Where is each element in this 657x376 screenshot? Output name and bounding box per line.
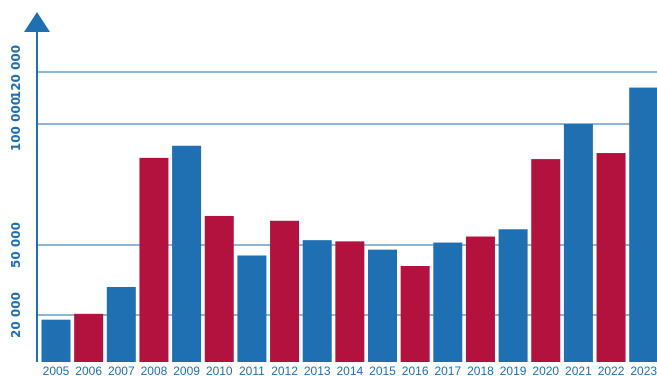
bar-2015 bbox=[368, 249, 397, 362]
x-tick-label: 2015 bbox=[369, 364, 396, 376]
y-axis bbox=[24, 12, 50, 362]
bar-2008 bbox=[139, 157, 169, 362]
bar-2005 bbox=[41, 319, 71, 362]
y-tick-label: 20 000 bbox=[9, 292, 23, 338]
x-tick-label: 2014 bbox=[336, 364, 363, 376]
x-tick-label: 2010 bbox=[206, 364, 233, 376]
x-tick-label: 2021 bbox=[565, 364, 592, 376]
x-tick-label: 2022 bbox=[598, 364, 625, 376]
x-tick-label: 2023 bbox=[630, 364, 657, 376]
x-tick-label: 2009 bbox=[173, 364, 200, 376]
bar-2011 bbox=[237, 255, 267, 362]
bar-2014 bbox=[335, 241, 365, 362]
x-tick-label: 2016 bbox=[402, 364, 429, 376]
bar-2016 bbox=[400, 266, 430, 362]
bar-2019 bbox=[498, 229, 528, 362]
bar-2010 bbox=[204, 215, 234, 362]
bar-2021 bbox=[563, 124, 593, 362]
x-tick-labels: 2005 2006 2007 2008 2009 2010 2011 2012 2013 2014… bbox=[43, 364, 657, 376]
bar-2017 bbox=[433, 242, 463, 362]
y-axis-arrow-icon bbox=[24, 12, 50, 32]
x-tick-label: 2012 bbox=[271, 364, 298, 376]
y-tick-label: 50 000 bbox=[9, 222, 23, 268]
x-tick-label: 2007 bbox=[108, 364, 135, 376]
x-tick-label: 2013 bbox=[304, 364, 331, 376]
bar-2007 bbox=[106, 287, 136, 362]
bar-2013 bbox=[302, 240, 332, 362]
x-tick-label: 2008 bbox=[141, 364, 168, 376]
bar-2009 bbox=[172, 145, 202, 362]
bars bbox=[41, 87, 657, 362]
bar-2012 bbox=[270, 220, 300, 362]
x-tick-label: 2018 bbox=[467, 364, 494, 376]
bar-2006 bbox=[74, 313, 104, 362]
y-tick-label: 100 000 bbox=[9, 97, 23, 151]
x-tick-label: 2020 bbox=[532, 364, 559, 376]
bar-2018 bbox=[465, 236, 495, 362]
bar-2022 bbox=[596, 153, 626, 362]
bar-2020 bbox=[531, 159, 561, 362]
x-tick-label: 2017 bbox=[434, 364, 461, 376]
x-tick-label: 2006 bbox=[75, 364, 102, 376]
x-tick-label: 2005 bbox=[43, 364, 70, 376]
x-tick-label: 2011 bbox=[239, 364, 265, 376]
bar-2023 bbox=[629, 87, 657, 362]
y-tick-label: 120 000 bbox=[9, 45, 23, 99]
x-tick-label: 2019 bbox=[500, 364, 527, 376]
